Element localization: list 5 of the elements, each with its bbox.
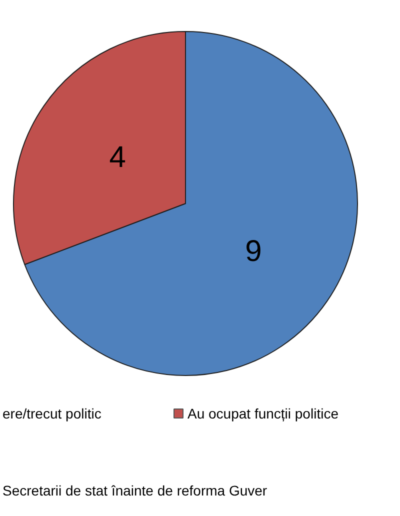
- text: Secretarii de stat înainte de reforma Guver: [2, 482, 268, 498]
- slice-label: ere/trecut politic: [2, 406, 102, 422]
- data-label: 4: [109, 141, 126, 174]
- legend-label: Au ocupat funcții politice: [188, 406, 339, 422]
- data-label: 9: [245, 234, 262, 268]
